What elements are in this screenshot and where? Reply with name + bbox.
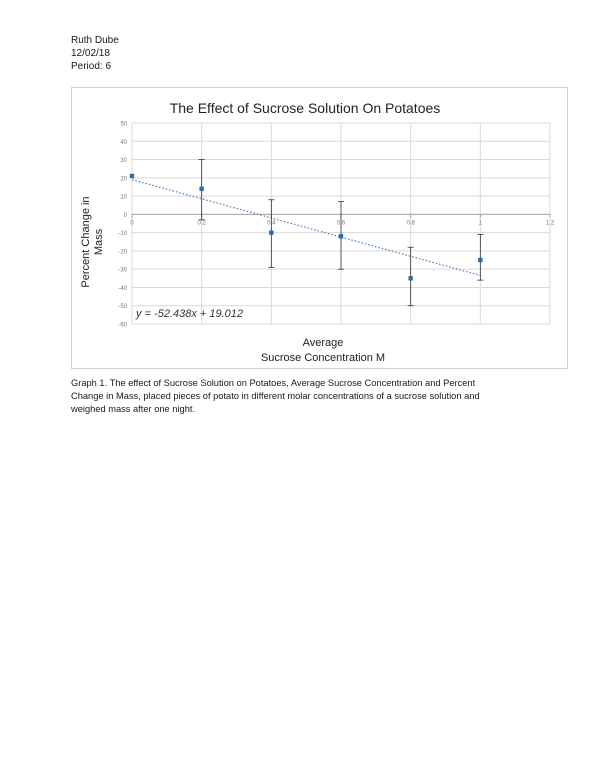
class-period: Period: 6	[71, 61, 112, 72]
caption-line-1: Graph 1. The effect of Sucrose Solution …	[71, 378, 476, 388]
caption-line-2: Change in Mass, placed pieces of potato …	[71, 391, 480, 401]
trendline-equation: y = -52.438x + 19.012	[135, 308, 243, 320]
y-tick-label: 10	[120, 195, 127, 201]
axis-layer: 50403020100-10-20-30-40-50-6000.20.40.60…	[118, 122, 555, 329]
data-point	[478, 257, 483, 263]
y-tick-label: 0	[124, 213, 128, 219]
x-axis-label-line2: Sucrose Concentration M	[261, 352, 385, 364]
y-axis-label-line2: Mass	[93, 228, 105, 255]
report-date: 12/02/18	[71, 48, 110, 59]
chart-svg: The Effect of Sucrose Solution On Potato…	[80, 100, 555, 364]
y-tick-label: 40	[120, 140, 127, 146]
trendline	[131, 179, 481, 277]
y-tick-label: -40	[118, 286, 127, 292]
data-point	[269, 230, 274, 235]
y-tick-label: 50	[120, 122, 127, 128]
y-tick-label: 20	[120, 176, 127, 182]
y-tick-label: -50	[118, 304, 127, 310]
y-tick-label: -60	[118, 323, 127, 329]
x-tick-label: 0	[130, 220, 134, 226]
figure-caption: Graph 1. The effect of Sucrose Solution …	[71, 377, 521, 416]
data-point	[199, 186, 204, 191]
data-point-layer	[129, 173, 483, 281]
trendline-layer	[131, 179, 481, 277]
chart-frame: The Effect of Sucrose Solution On Potato…	[71, 87, 568, 369]
x-tick-label: 1.2	[546, 220, 555, 226]
x-tick-label: 0.8	[406, 220, 415, 226]
data-point	[338, 234, 344, 239]
x-tick-label: 0.2	[197, 220, 206, 226]
y-tick-label: 30	[120, 158, 127, 164]
y-axis-label-line1: Percent Change in	[80, 196, 92, 287]
y-tick-label: -30	[118, 268, 127, 274]
student-name: Ruth Dube	[71, 35, 119, 46]
y-axis-label: Percent Change in Mass	[80, 196, 105, 287]
x-tick-label: 1	[479, 220, 483, 226]
y-tick-label: -20	[118, 249, 127, 255]
y-tick-label: -10	[118, 231, 127, 237]
chart-title: The Effect of Sucrose Solution On Potato…	[170, 100, 441, 116]
x-axis-label-line1: Average	[303, 337, 344, 349]
data-point	[129, 173, 135, 179]
student-header: Ruth Dube 12/02/18 Period: 6	[71, 34, 119, 73]
data-point	[408, 276, 413, 281]
caption-line-3: weighed mass after one night.	[71, 404, 196, 414]
